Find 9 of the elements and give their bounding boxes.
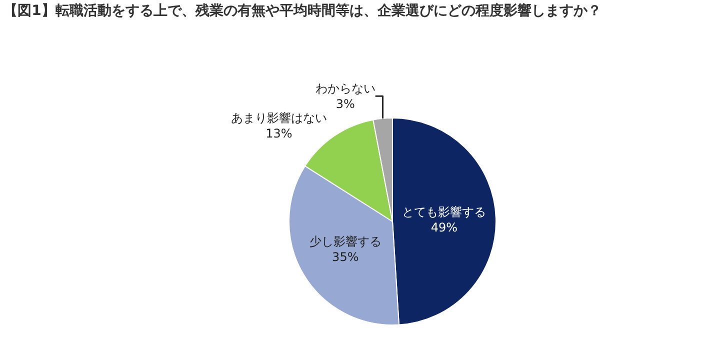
- slice-label: 少し影響する: [309, 234, 382, 249]
- slice-label: とても影響する: [402, 205, 486, 220]
- data-label: 35%: [332, 250, 359, 264]
- slice-label: あまり影響はない: [230, 110, 327, 125]
- chart-title: 【図1】転職活動をする上で、残業の有無や平均時間等は、企業選びにどの程度影響しますか？: [4, 2, 602, 19]
- slice-label: わからない: [315, 81, 376, 96]
- data-label: 49%: [430, 220, 458, 235]
- data-label: 13%: [266, 126, 292, 141]
- data-label: 3%: [336, 96, 355, 111]
